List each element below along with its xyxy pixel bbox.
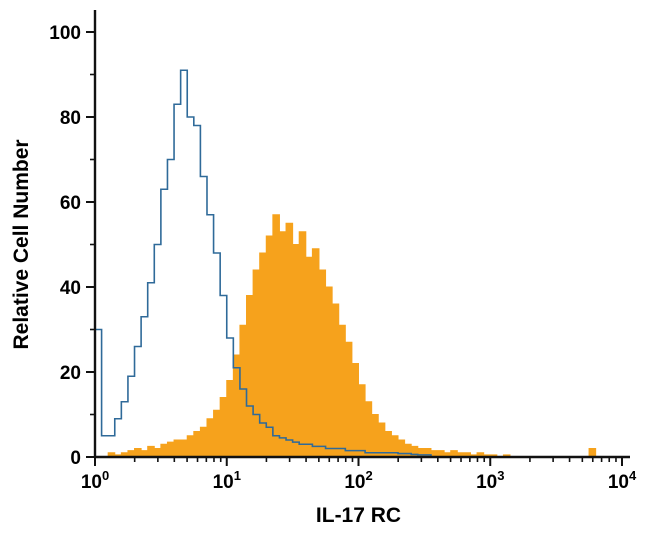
y-tick-label: 60	[60, 193, 81, 214]
x-tick-label: 100	[81, 468, 109, 493]
filled-histogram-series	[95, 214, 622, 458]
x-tick-label: 102	[344, 468, 372, 493]
y-tick-label: 100	[49, 23, 81, 44]
y-axis-ticks: 0 20 40 60 80 100	[49, 23, 95, 469]
y-tick-label: 40	[60, 278, 81, 299]
y-axis-title: Relative Cell Number	[10, 139, 33, 349]
axes	[93, 10, 630, 459]
y-tick-label: 0	[70, 448, 81, 469]
x-axis-title: IL-17 RC	[316, 504, 401, 527]
y-tick-label: 80	[60, 108, 81, 129]
x-axis-ticks: 100 101 102 103 104	[81, 457, 637, 493]
series-layer	[94, 69, 622, 458]
x-tick-label: 101	[213, 468, 241, 493]
x-tick-label: 103	[476, 468, 504, 493]
y-tick-label: 20	[60, 363, 81, 384]
x-tick-label: 104	[608, 468, 637, 493]
